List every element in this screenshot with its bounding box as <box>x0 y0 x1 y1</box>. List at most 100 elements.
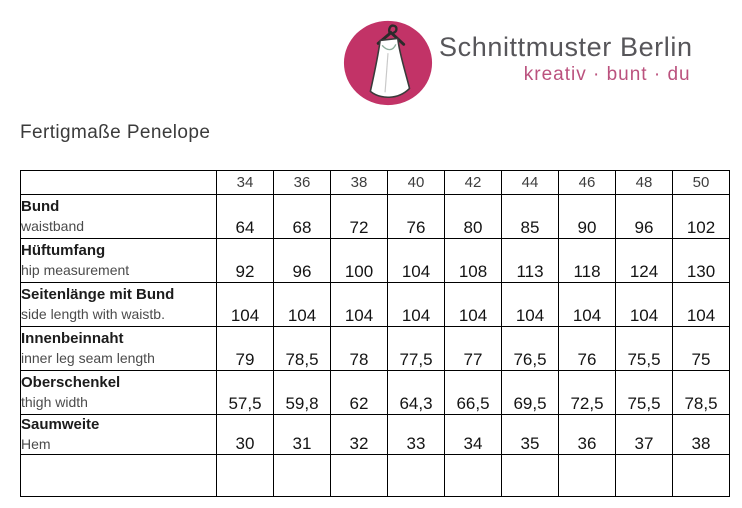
cell-value: 77 <box>444 326 502 371</box>
cell-value: 104 <box>273 282 331 327</box>
size-header: 34 <box>216 170 274 195</box>
size-header: 50 <box>672 170 730 195</box>
cell-value: 100 <box>330 238 388 283</box>
label-en: hip measurement <box>21 262 130 278</box>
cell-value: 69,5 <box>501 370 559 415</box>
empty-cell <box>273 454 331 497</box>
cell-value: 80 <box>444 194 502 239</box>
table-row-seitenlaenge: Seitenlänge mit Bund side length with wa… <box>20 282 730 327</box>
cell-value: 68 <box>273 194 331 239</box>
cell-value: 76,5 <box>501 326 559 371</box>
page-title: Fertigmaße Penelope <box>20 122 211 143</box>
table-row-innenbeinnaht: Innenbeinnaht inner leg seam length 79 7… <box>20 326 730 371</box>
empty-cell <box>216 454 274 497</box>
label-de: Bund <box>21 198 60 215</box>
cell-value: 36 <box>558 414 616 455</box>
cell-value: 34 <box>444 414 502 455</box>
cell-value: 78 <box>330 326 388 371</box>
cell-value: 76 <box>558 326 616 371</box>
empty-cell <box>615 454 673 497</box>
cell-value: 92 <box>216 238 274 283</box>
cell-value: 102 <box>672 194 730 239</box>
cell-value: 104 <box>444 282 502 327</box>
table-row-empty <box>20 454 730 497</box>
cell-value: 104 <box>501 282 559 327</box>
measurement-table: 34 36 38 40 42 44 46 48 50 Bund waistban… <box>20 170 730 497</box>
empty-cell <box>444 454 502 497</box>
table-row-bund: Bund waistband 64 68 72 76 80 85 90 96 1… <box>20 194 730 239</box>
table-row-oberschenkel: Oberschenkel thigh width 57,5 59,8 62 64… <box>20 370 730 415</box>
row-label: Hüftumfang hip measurement <box>20 238 217 283</box>
cell-value: 104 <box>216 282 274 327</box>
cell-value: 75,5 <box>615 370 673 415</box>
cell-value: 85 <box>501 194 559 239</box>
size-header: 44 <box>501 170 559 195</box>
size-header: 40 <box>387 170 445 195</box>
cell-value: 33 <box>387 414 445 455</box>
label-en: waistband <box>21 218 85 234</box>
brand-logo: Schnittmuster Berlin kreativ · bunt · du <box>341 14 693 108</box>
cell-value: 59,8 <box>273 370 331 415</box>
brand-text: Schnittmuster Berlin kreativ · bunt · du <box>439 14 693 86</box>
cell-value: 104 <box>387 282 445 327</box>
size-header: 46 <box>558 170 616 195</box>
cell-value: 96 <box>615 194 673 239</box>
cell-value: 37 <box>615 414 673 455</box>
cell-value: 64 <box>216 194 274 239</box>
cell-value: 104 <box>558 282 616 327</box>
empty-cell <box>558 454 616 497</box>
row-label: Innenbeinnaht inner leg seam length <box>20 326 217 371</box>
cell-value: 30 <box>216 414 274 455</box>
brand-name: Schnittmuster Berlin <box>439 32 693 62</box>
cell-value: 75 <box>672 326 730 371</box>
cell-value: 75,5 <box>615 326 673 371</box>
label-de: Oberschenkel <box>21 374 121 391</box>
brand-tagline: kreativ · bunt · du <box>523 64 691 85</box>
dress-on-hanger-icon <box>343 20 433 106</box>
row-label: Saumweite Hem <box>20 414 217 455</box>
size-header: 36 <box>273 170 331 195</box>
size-header: 42 <box>444 170 502 195</box>
cell-value: 130 <box>672 238 730 283</box>
cell-value: 90 <box>558 194 616 239</box>
cell-value: 104 <box>672 282 730 327</box>
cell-value: 31 <box>273 414 331 455</box>
cell-value: 104 <box>330 282 388 327</box>
size-header: 48 <box>615 170 673 195</box>
empty-cell <box>330 454 388 497</box>
cell-value: 32 <box>330 414 388 455</box>
size-header: 38 <box>330 170 388 195</box>
empty-cell <box>672 454 730 497</box>
label-de: Innenbeinnaht <box>21 330 124 347</box>
row-label: Oberschenkel thigh width <box>20 370 217 415</box>
cell-value: 79 <box>216 326 274 371</box>
empty-cell <box>501 454 559 497</box>
empty-cell <box>20 454 217 497</box>
cell-value: 77,5 <box>387 326 445 371</box>
cell-value: 124 <box>615 238 673 283</box>
cell-value: 118 <box>558 238 616 283</box>
label-en: inner leg seam length <box>21 350 155 366</box>
label-de: Saumweite <box>21 416 100 433</box>
table-row-hueftumfang: Hüftumfang hip measurement 92 96 100 104… <box>20 238 730 283</box>
cell-value: 66,5 <box>444 370 502 415</box>
cell-value: 38 <box>672 414 730 455</box>
label-de: Hüftumfang <box>21 242 106 259</box>
cell-value: 64,3 <box>387 370 445 415</box>
cell-value: 72,5 <box>558 370 616 415</box>
table-row-saumweite: Saumweite Hem 30 31 32 33 34 35 36 37 38 <box>20 414 730 455</box>
label-en: side length with waistb. <box>21 306 165 322</box>
cell-value: 76 <box>387 194 445 239</box>
cell-value: 57,5 <box>216 370 274 415</box>
cell-value: 35 <box>501 414 559 455</box>
label-de: Seitenlänge mit Bund <box>21 286 175 303</box>
corner-cell <box>20 170 217 195</box>
cell-value: 78,5 <box>672 370 730 415</box>
row-label: Bund waistband <box>20 194 217 239</box>
size-header-row: 34 36 38 40 42 44 46 48 50 <box>20 170 730 195</box>
cell-value: 104 <box>615 282 673 327</box>
cell-value: 96 <box>273 238 331 283</box>
cell-value: 62 <box>330 370 388 415</box>
cell-value: 104 <box>387 238 445 283</box>
